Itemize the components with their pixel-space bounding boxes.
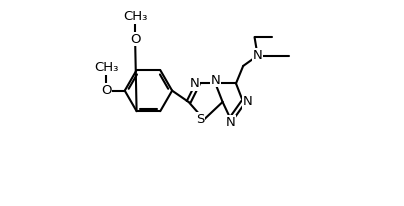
Text: N: N [189,77,199,90]
Text: CH₃: CH₃ [94,61,118,75]
Text: O: O [101,84,112,97]
Text: N: N [210,74,220,87]
Text: CH₃: CH₃ [123,10,147,23]
Text: N: N [226,116,236,129]
Text: S: S [196,113,204,126]
Text: O: O [130,33,140,46]
Text: N: N [253,49,263,62]
Text: N: N [242,95,252,109]
